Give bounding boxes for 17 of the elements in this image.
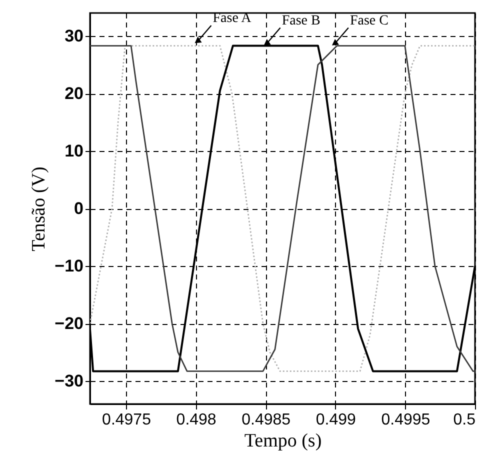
x-tick-label: 0.4985	[242, 412, 291, 428]
y-tick-label: 20	[64, 84, 84, 103]
y-tick-label: 30	[64, 26, 84, 46]
x-tick-label: 0.498	[176, 412, 216, 428]
y-axis-title: Tensão (V)	[28, 166, 50, 252]
x-tick-label: 0.4975	[102, 412, 152, 428]
y-tick-label: −30	[54, 372, 84, 390]
annotation: Fase B	[282, 13, 320, 28]
y-tick-label: 10	[64, 142, 84, 160]
x-tick-label: 0.5	[453, 412, 476, 428]
x-tick-label: 0.4995	[381, 412, 430, 428]
y-tick-label: 0	[74, 199, 84, 218]
x-tick-label: 0.499	[316, 412, 356, 428]
y-tick-label: −10	[54, 256, 84, 276]
x-axis-title: Tempo (s)	[244, 430, 322, 452]
annotation: Fase C	[350, 13, 388, 28]
y-tick-label: −20	[54, 314, 84, 333]
